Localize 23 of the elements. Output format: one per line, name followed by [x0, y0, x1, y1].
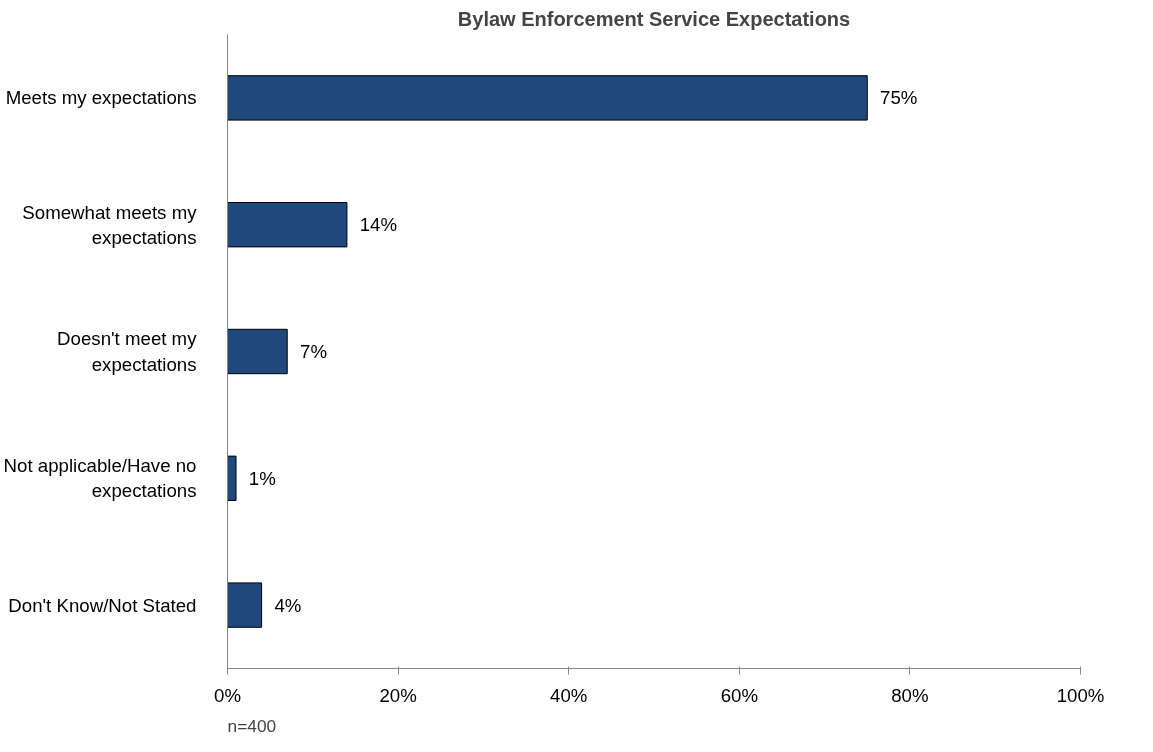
- x-tick-label: 100%: [1056, 684, 1105, 706]
- x-tick-label: 0%: [214, 684, 241, 706]
- bar: [227, 582, 263, 628]
- bar: [227, 202, 348, 248]
- y-tick-label: Not applicable/Have no expectations: [3, 455, 197, 502]
- chart-title: Bylaw Enforcement Service Expectations: [457, 7, 851, 30]
- data-label: 75%: [880, 87, 918, 109]
- data-label: 1%: [248, 467, 276, 489]
- y-tick-label: Doesn't meet my expectations: [57, 328, 198, 375]
- data-label: 4%: [274, 594, 302, 616]
- bar: [227, 75, 868, 121]
- y-tick-label: Don't Know/Not Stated: [8, 594, 197, 616]
- text: n=400: [227, 715, 277, 736]
- x-tick-label: 20%: [379, 684, 417, 706]
- data-label: 7%: [300, 341, 327, 362]
- bar: [227, 328, 288, 375]
- x-tick-label: 80%: [891, 684, 929, 706]
- x-tick-label: 40%: [550, 684, 588, 706]
- y-tick-label: Meets my expectations: [5, 87, 197, 109]
- bar: [227, 455, 237, 501]
- x-tick-label: 60%: [720, 684, 758, 706]
- data-label: 14%: [359, 214, 398, 236]
- y-tick-label: Somewhat meets my expectations: [22, 201, 198, 248]
